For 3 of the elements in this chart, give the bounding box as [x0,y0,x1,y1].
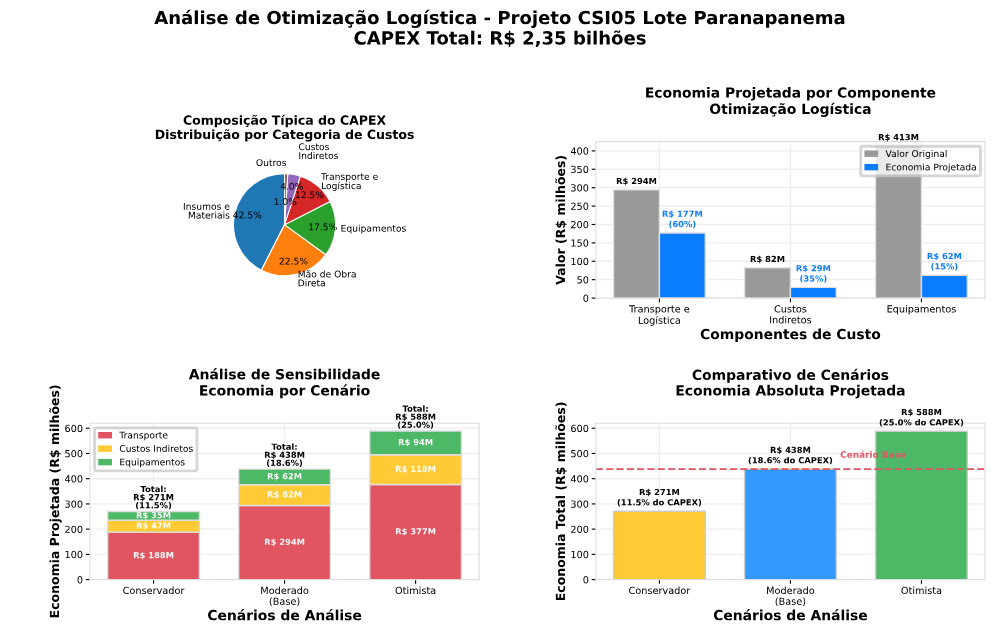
bar [743,468,837,580]
bar [612,510,706,580]
text: Análise de Otimização Logística - Projeto CSI05 Lote Paranapanema CAPEX Total: R$ 2,35 bilhões [154,9,845,48]
